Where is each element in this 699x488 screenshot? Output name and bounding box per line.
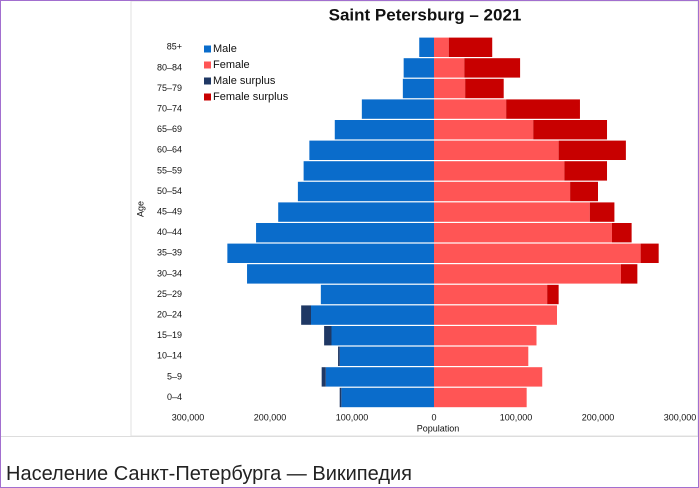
bar-segment <box>640 243 659 263</box>
bar-segment <box>321 367 326 387</box>
bar-segment <box>402 78 434 99</box>
bar-segment <box>278 202 434 222</box>
bar-segment <box>570 181 598 202</box>
bar-segment <box>338 346 340 366</box>
legend-swatch <box>204 61 211 69</box>
bar-segment <box>334 120 434 140</box>
bar-segment <box>324 326 332 346</box>
bar-segment <box>434 284 548 305</box>
bar-segment <box>434 181 571 202</box>
bar-segment <box>331 326 434 346</box>
bar-segment <box>564 161 608 181</box>
legend-swatch <box>204 93 211 101</box>
bar-segment <box>434 264 621 284</box>
bar-segment <box>247 264 434 284</box>
bar-segment <box>361 99 434 119</box>
legend-label: Male surplus <box>213 75 276 87</box>
y-tick-label: 85+ <box>167 42 182 52</box>
y-tick-label: 55–59 <box>157 165 182 175</box>
legend-label: Female <box>213 59 250 71</box>
chart-title: Saint Petersburg – 2021 <box>329 5 522 24</box>
bar-segment <box>434 58 465 78</box>
bar-segment <box>620 264 638 284</box>
bar-segment <box>320 284 434 305</box>
bar-segment <box>339 387 342 408</box>
bar-segment <box>434 120 534 140</box>
bar-segment <box>434 346 529 366</box>
y-tick-label: 35–39 <box>157 248 182 258</box>
legend-label: Female surplus <box>213 91 289 103</box>
bar-segment <box>301 305 311 325</box>
bar-segment <box>533 120 608 140</box>
bar-segment <box>227 243 434 263</box>
bar-segment <box>434 326 537 346</box>
y-tick-label: 5–9 <box>167 371 182 381</box>
bar-segment <box>611 223 632 243</box>
y-tick-label: 10–14 <box>157 351 182 361</box>
x-tick-label: 300,000 <box>664 412 697 422</box>
bar-segment <box>434 243 641 263</box>
y-axis-label: Age <box>135 201 145 217</box>
bar-segment <box>419 37 434 57</box>
x-tick-label: 200,000 <box>254 412 287 422</box>
bar-segment <box>434 202 590 222</box>
y-tick-label: 40–44 <box>157 227 182 237</box>
y-tick-label: 80–84 <box>157 62 182 72</box>
bar-segment <box>256 223 434 243</box>
y-tick-label: 60–64 <box>157 145 182 155</box>
x-tick-label: 300,000 <box>172 412 205 422</box>
bar-segment <box>434 161 565 181</box>
bar-segment <box>434 223 612 243</box>
x-tick-label: 100,000 <box>336 412 369 422</box>
chart: Saint Petersburg – 2021 Population Age 3… <box>1 1 698 437</box>
bar-segment <box>434 305 557 325</box>
y-tick-label: 45–49 <box>157 206 182 216</box>
bar-segment <box>448 37 493 57</box>
bar-segment <box>303 161 434 181</box>
legend-label: Male <box>213 43 237 55</box>
bar-segment <box>434 367 543 387</box>
page-caption: Население Санкт-Петербурга — Википедия <box>6 463 412 485</box>
y-tick-label: 25–29 <box>157 289 182 299</box>
bar-segment <box>325 367 434 387</box>
bar-segment <box>339 346 434 366</box>
y-tick-label: 30–34 <box>157 268 182 278</box>
legend-swatch <box>204 45 211 53</box>
y-tick-label: 65–69 <box>157 124 182 134</box>
bar-segment <box>434 37 449 57</box>
bar-segment <box>309 140 434 160</box>
y-tick-label: 20–24 <box>157 309 182 319</box>
bar-segment <box>547 284 559 305</box>
bar-segment <box>341 387 434 408</box>
bar-segment <box>434 99 507 119</box>
bar-segment <box>464 58 521 78</box>
x-tick-label: 100,000 <box>500 412 533 422</box>
y-tick-label: 15–19 <box>157 330 182 340</box>
y-tick-label: 75–79 <box>157 83 182 93</box>
x-tick-label: 200,000 <box>582 412 615 422</box>
bar-segment <box>297 181 434 202</box>
bar-segment <box>403 58 434 78</box>
y-tick-label: 0–4 <box>167 392 182 402</box>
legend-swatch <box>204 77 211 85</box>
bar-segment <box>506 99 580 119</box>
x-tick-label: 0 <box>431 412 436 422</box>
bar-segment <box>311 305 434 325</box>
bar-segment <box>465 78 504 99</box>
bar-segment <box>434 78 466 99</box>
x-axis-label: Population <box>417 423 460 433</box>
bar-segment <box>434 387 527 408</box>
bar-segment <box>589 202 615 222</box>
bar-segment <box>434 140 559 160</box>
y-tick-label: 50–54 <box>157 186 182 196</box>
y-tick-label: 70–74 <box>157 103 182 113</box>
bar-segment <box>558 140 626 160</box>
